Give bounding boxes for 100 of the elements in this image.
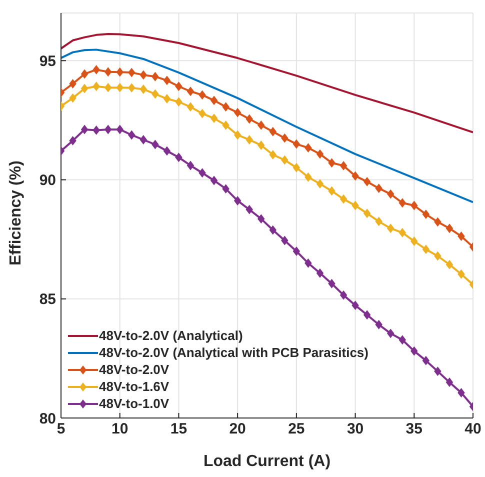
point <box>104 83 112 92</box>
point <box>234 196 242 206</box>
point <box>458 232 465 241</box>
point <box>128 68 136 77</box>
point <box>375 320 382 330</box>
point <box>281 156 288 164</box>
point <box>140 135 147 144</box>
point <box>352 172 359 180</box>
point <box>316 179 324 188</box>
point <box>81 70 88 78</box>
point <box>269 127 276 136</box>
point <box>281 236 288 245</box>
point <box>328 279 336 288</box>
line-series <box>61 48 473 204</box>
point <box>446 224 453 233</box>
point <box>446 260 453 269</box>
point <box>316 268 324 278</box>
line-series <box>61 32 473 134</box>
point <box>458 388 465 398</box>
point <box>434 252 442 260</box>
point <box>81 125 88 134</box>
point <box>186 86 194 96</box>
point <box>152 90 159 98</box>
y-tick-label: 95 <box>39 52 56 70</box>
point <box>81 84 88 93</box>
point <box>364 208 371 218</box>
point <box>422 356 430 365</box>
point <box>410 236 418 246</box>
point <box>328 158 336 168</box>
point <box>446 378 453 387</box>
point <box>92 65 100 74</box>
point <box>422 210 430 219</box>
point <box>175 82 182 91</box>
point <box>222 120 230 130</box>
point <box>186 161 194 170</box>
point <box>175 97 182 106</box>
point <box>422 244 430 254</box>
point <box>246 205 253 214</box>
point <box>292 163 300 172</box>
point <box>234 130 242 140</box>
point <box>292 140 300 148</box>
y-tick-label: 80 <box>39 410 56 428</box>
point <box>340 290 348 300</box>
point <box>198 90 206 100</box>
point <box>387 224 394 233</box>
point <box>398 198 406 208</box>
point <box>398 335 406 344</box>
point <box>458 270 465 279</box>
x-axis-title: Load Current (A) <box>203 453 331 470</box>
point <box>163 94 170 104</box>
point <box>116 83 124 92</box>
point <box>281 134 288 142</box>
point <box>163 146 170 156</box>
point <box>352 201 359 210</box>
point <box>152 72 159 82</box>
point <box>258 140 265 150</box>
point <box>140 70 147 80</box>
point <box>69 94 76 102</box>
point <box>152 140 159 149</box>
point <box>128 130 136 140</box>
x-tick-label: 10 <box>112 420 128 438</box>
point <box>292 246 300 256</box>
point <box>364 177 371 186</box>
y-tick-label: 85 <box>39 291 56 308</box>
legend-label: 48V-to-2.0V (Analytical with PCB Parasitics) <box>99 345 368 360</box>
point <box>92 126 100 135</box>
legend-label: 48V-to-1.6V <box>99 379 170 394</box>
point <box>198 109 206 118</box>
point <box>234 108 242 117</box>
point <box>304 172 312 182</box>
point <box>104 125 112 134</box>
point <box>304 258 312 268</box>
y-axis-title: Efficiency (%) <box>8 160 25 266</box>
y-tick-label: 90 <box>39 172 56 190</box>
point <box>140 84 147 94</box>
point <box>304 143 312 152</box>
point <box>375 217 382 226</box>
point <box>258 120 265 130</box>
point <box>116 125 124 134</box>
point <box>258 214 265 224</box>
point <box>434 218 442 226</box>
point <box>340 161 348 170</box>
point <box>398 228 406 238</box>
point <box>69 136 76 146</box>
point <box>198 168 206 178</box>
point <box>92 82 100 91</box>
point <box>410 201 418 210</box>
point <box>104 67 112 76</box>
point <box>269 226 276 234</box>
point <box>410 346 418 356</box>
point <box>246 114 253 124</box>
x-tick-label: 15 <box>170 420 188 438</box>
point <box>364 310 371 320</box>
x-tick-label: 25 <box>288 420 305 438</box>
point <box>175 152 182 162</box>
point <box>316 150 324 158</box>
x-tick-label: 35 <box>406 420 422 438</box>
legend-label: 48V-to-1.0V <box>99 396 170 411</box>
point <box>222 184 230 194</box>
point <box>186 102 194 112</box>
